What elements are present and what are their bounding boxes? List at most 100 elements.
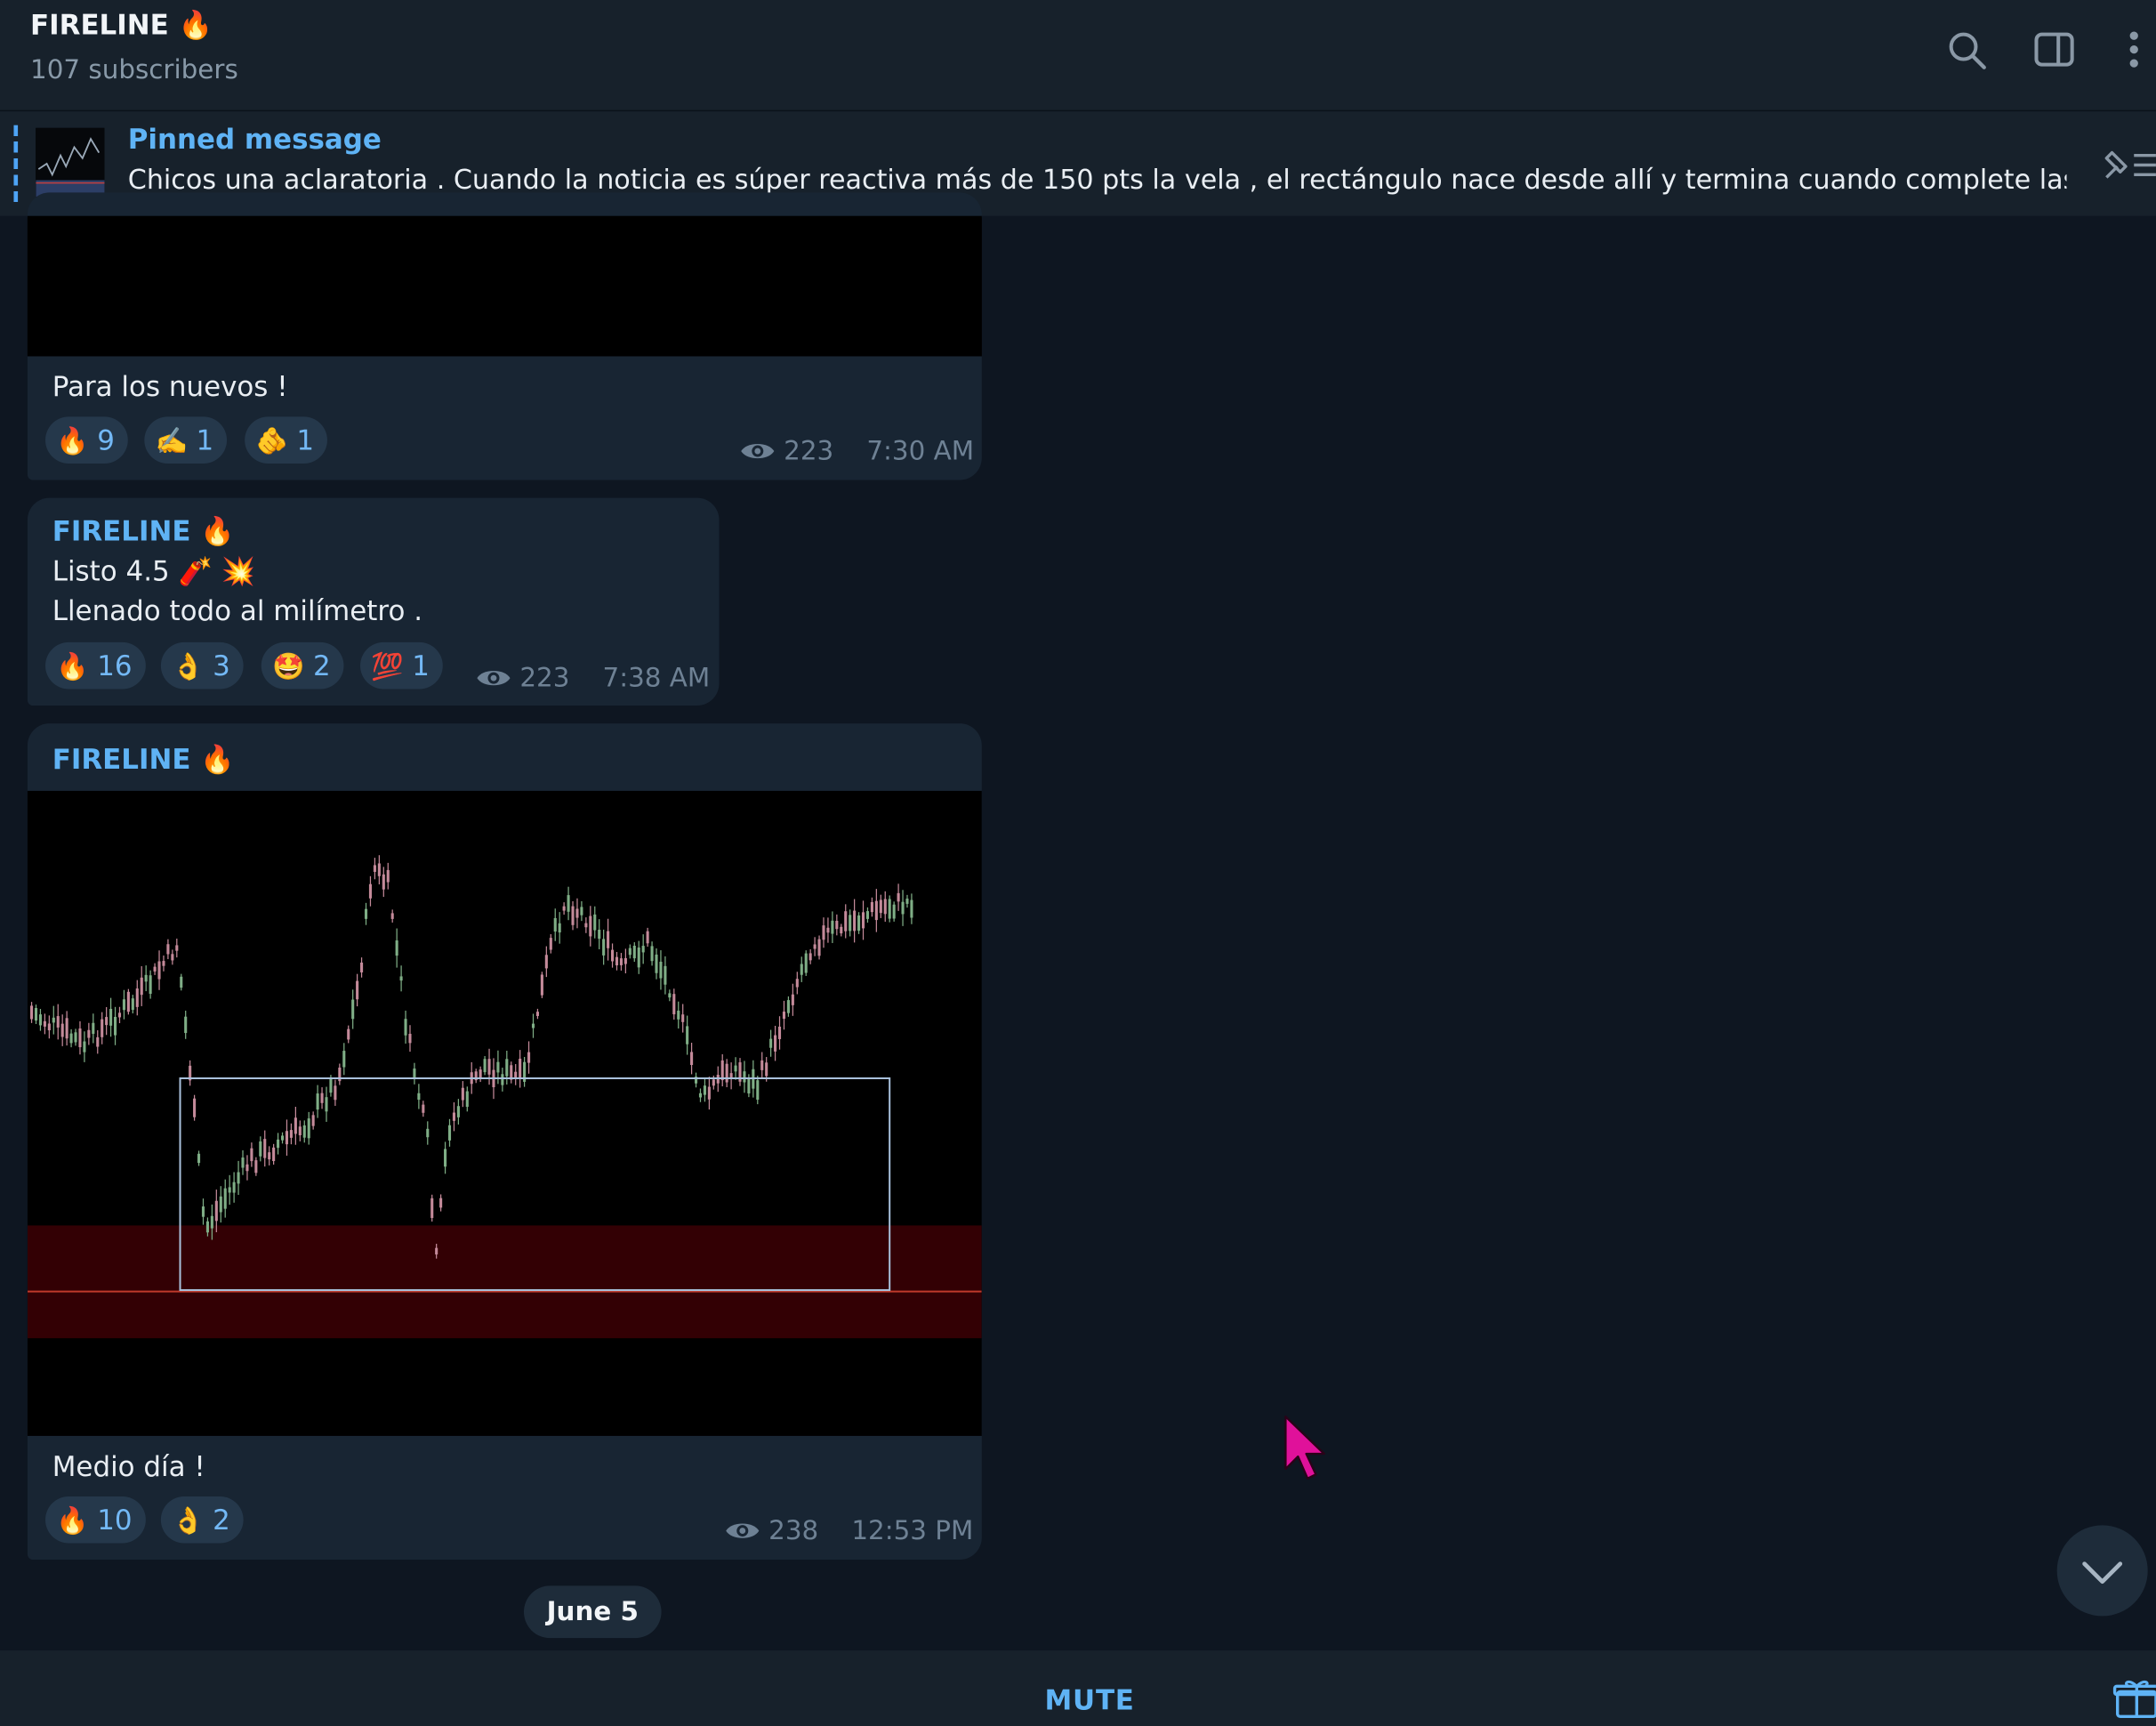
candle-body — [531, 1023, 535, 1028]
reaction-fire[interactable]: 🔥 10 — [45, 1496, 147, 1544]
candle-body — [144, 974, 148, 982]
mute-button[interactable]: MUTE — [1044, 1683, 1135, 1717]
sender-name[interactable]: FIRELINE 🔥 — [52, 742, 235, 776]
candle-body — [465, 1091, 469, 1108]
candle-body — [456, 1106, 460, 1117]
scroll-down-button[interactable] — [2056, 1525, 2148, 1617]
gift-icon[interactable] — [2112, 1675, 2156, 1719]
candle-body — [399, 976, 403, 981]
candle-body — [598, 930, 601, 940]
sidebar-toggle-icon[interactable] — [2032, 28, 2076, 71]
search-icon[interactable] — [1944, 28, 1988, 71]
message-meta: 223 7:30 AM — [740, 436, 974, 466]
candle-body — [567, 895, 570, 912]
candle-body — [351, 999, 355, 1020]
candle-body — [117, 1012, 122, 1018]
candle-body — [30, 1005, 34, 1020]
reaction-count: 1 — [296, 423, 315, 457]
candle-body — [756, 1080, 760, 1101]
reaction-fire[interactable]: 🔥 16 — [45, 641, 147, 690]
reaction-ok-hand[interactable]: 👌 3 — [160, 641, 245, 690]
candle-body — [879, 899, 882, 914]
pin-list-icon[interactable] — [2098, 141, 2156, 185]
candle-body — [325, 1097, 328, 1112]
candle-body — [553, 917, 557, 932]
candle-body — [672, 994, 676, 1015]
candle-body — [584, 923, 588, 928]
reaction-writing-hand[interactable]: ✍️ 1 — [144, 416, 228, 464]
candle-body — [347, 1028, 350, 1040]
chat-header[interactable]: FIRELINE 🔥 107 subscribers — [0, 0, 2156, 112]
candle-body — [664, 965, 667, 985]
candle-body — [826, 927, 830, 933]
candle-body — [641, 946, 645, 953]
channel-title[interactable]: FIRELINE 🔥 — [30, 8, 213, 42]
candle-body — [382, 874, 385, 890]
reaction-emoji: 👌 — [172, 1504, 205, 1536]
candle-body — [905, 899, 909, 904]
candle-body — [659, 961, 663, 979]
candle-body — [452, 1112, 456, 1121]
candle-body — [765, 1062, 768, 1077]
reaction-fire[interactable]: 🔥 9 — [45, 416, 129, 464]
candle-body — [813, 944, 817, 949]
candle-body — [83, 1041, 86, 1053]
candle-body — [523, 1061, 527, 1082]
candle-body — [782, 1012, 786, 1020]
message-time: 7:30 AM — [866, 436, 975, 467]
trading-chart-image — [27, 855, 982, 1339]
candle-body — [320, 1093, 324, 1103]
candle-body — [725, 1063, 728, 1083]
reaction-ok-hand[interactable]: 👌 2 — [160, 1496, 245, 1544]
candle-body — [558, 923, 561, 933]
candle-body — [413, 1069, 416, 1079]
candle-body — [870, 901, 873, 913]
candle-body — [743, 1071, 746, 1083]
candle-body — [135, 988, 139, 1007]
candle-body — [263, 1139, 267, 1158]
candle-body — [338, 1067, 342, 1082]
reaction-count: 9 — [97, 423, 115, 457]
candle-body — [201, 1206, 205, 1217]
candle-body — [193, 1098, 197, 1117]
reaction-star-struck[interactable]: 🤩 2 — [261, 641, 345, 690]
candle-body — [619, 958, 623, 965]
message-meta: 238 12:53 PM — [725, 1516, 973, 1546]
bottom-bar — [0, 1650, 2156, 1726]
candle-body — [334, 1085, 337, 1101]
candle-body — [197, 1153, 201, 1164]
candle-body — [698, 1093, 703, 1098]
reaction-hundred[interactable]: 💯 1 — [360, 641, 444, 690]
reaction-count: 1 — [196, 423, 214, 457]
candle-body — [615, 956, 619, 965]
candle-body — [910, 899, 913, 918]
message-line: Llenado todo al milímetro . — [52, 593, 423, 627]
candle-body — [527, 1052, 531, 1063]
candle-body — [677, 1010, 680, 1020]
candle-body — [474, 1071, 478, 1081]
candle-body — [342, 1051, 346, 1068]
message-bubble[interactable]: FIRELINE 🔥 Medio día ! 🔥 10 👌 2 238 — [27, 723, 982, 1561]
candle-body — [786, 1000, 790, 1013]
candle-body — [302, 1125, 306, 1138]
candle-body — [505, 1059, 509, 1077]
candle-body — [650, 946, 654, 962]
candle-body — [760, 1060, 764, 1070]
chart-photo[interactable] — [27, 790, 982, 1436]
sender-name[interactable]: FIRELINE 🔥 — [52, 514, 235, 548]
candle-body — [874, 900, 878, 921]
candle-body — [817, 939, 821, 956]
candle-body — [483, 1059, 487, 1073]
message-bubble[interactable]: FIRELINE 🔥 Listo 4.5 🧨 💥 Llenado todo al… — [27, 497, 720, 706]
candle-body — [153, 966, 157, 972]
candle-body — [122, 999, 125, 1011]
reaction-pointing[interactable]: 🫵 1 — [245, 416, 328, 464]
candle-body — [593, 914, 597, 931]
range-rectangle — [179, 1077, 891, 1292]
candle-body — [60, 1023, 64, 1037]
pinned-text: Chicos una aclaratoria . Cuando la notic… — [127, 163, 2067, 196]
reaction-emoji: ✍️ — [155, 425, 189, 456]
more-vertical-icon[interactable] — [2112, 28, 2156, 71]
candle-body — [386, 869, 390, 883]
candle-body — [857, 915, 861, 932]
